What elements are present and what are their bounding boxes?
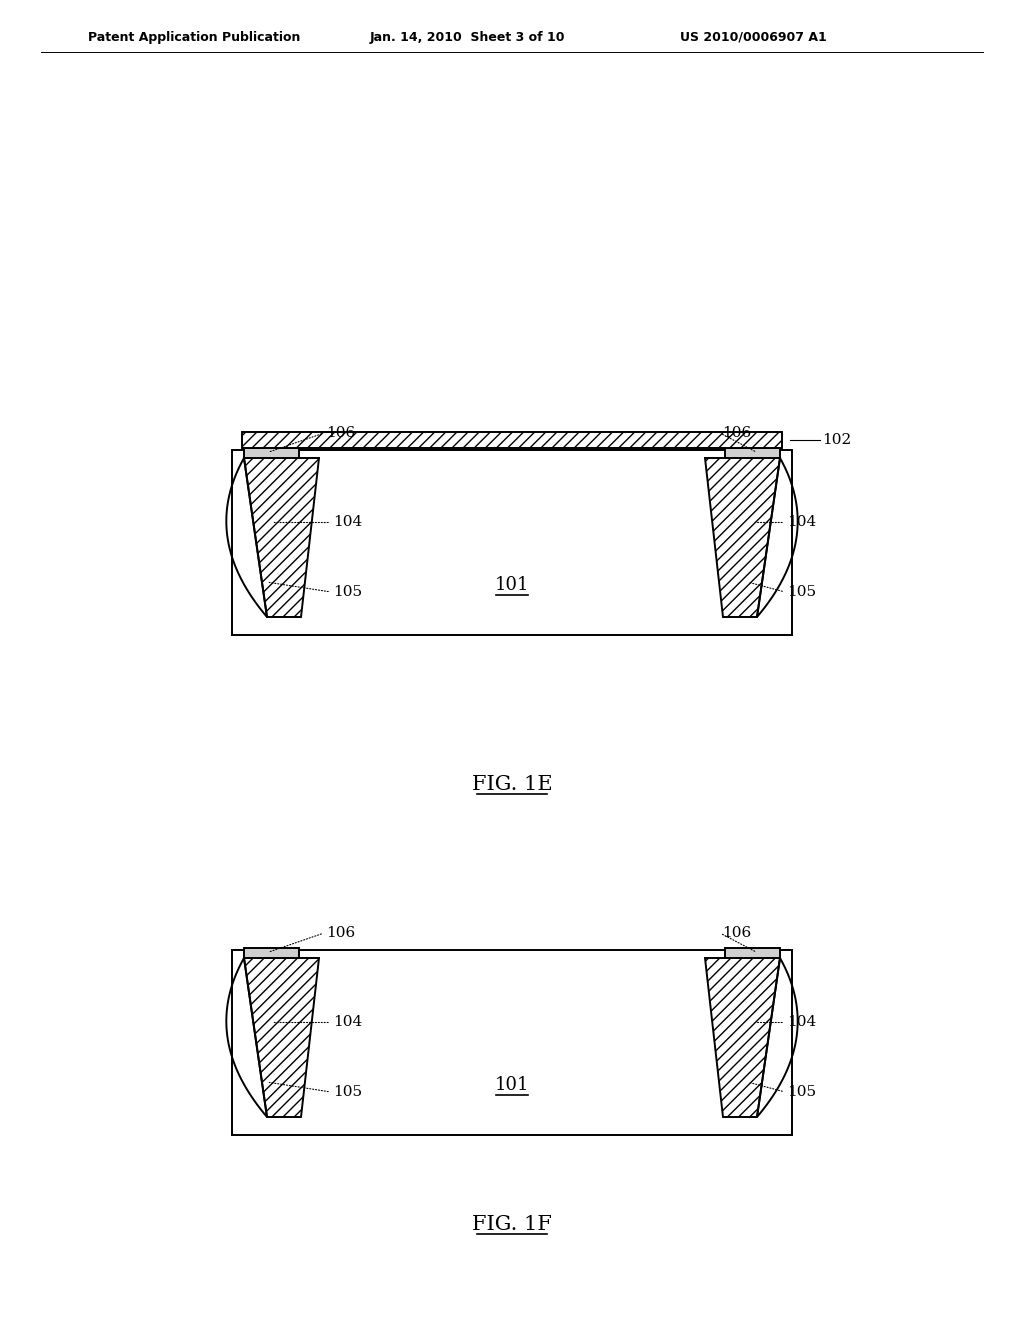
Text: 104: 104 xyxy=(787,1015,816,1030)
Text: 106: 106 xyxy=(326,426,355,440)
Text: 105: 105 xyxy=(787,585,816,599)
Text: 106: 106 xyxy=(722,426,752,440)
Text: 104: 104 xyxy=(333,1015,362,1030)
Text: 105: 105 xyxy=(333,1085,362,1100)
Polygon shape xyxy=(242,432,782,447)
Polygon shape xyxy=(244,948,299,958)
Text: 104: 104 xyxy=(333,516,362,529)
Text: 105: 105 xyxy=(787,1085,816,1100)
Text: 106: 106 xyxy=(326,927,355,940)
Text: 101: 101 xyxy=(495,576,529,594)
Text: Jan. 14, 2010  Sheet 3 of 10: Jan. 14, 2010 Sheet 3 of 10 xyxy=(370,30,565,44)
Polygon shape xyxy=(244,447,299,458)
Text: 105: 105 xyxy=(333,585,362,599)
Text: FIG. 1E: FIG. 1E xyxy=(472,776,552,795)
Text: FIG. 1F: FIG. 1F xyxy=(472,1216,552,1234)
Text: 106: 106 xyxy=(722,927,752,940)
Text: 101: 101 xyxy=(495,1076,529,1094)
Polygon shape xyxy=(244,958,319,1117)
Polygon shape xyxy=(705,958,780,1117)
Text: US 2010/0006907 A1: US 2010/0006907 A1 xyxy=(680,30,826,44)
Polygon shape xyxy=(725,948,780,958)
Polygon shape xyxy=(705,458,780,616)
Polygon shape xyxy=(725,447,780,458)
Polygon shape xyxy=(244,458,319,616)
Text: 104: 104 xyxy=(787,516,816,529)
Text: Patent Application Publication: Patent Application Publication xyxy=(88,30,300,44)
Text: 102: 102 xyxy=(822,433,851,447)
